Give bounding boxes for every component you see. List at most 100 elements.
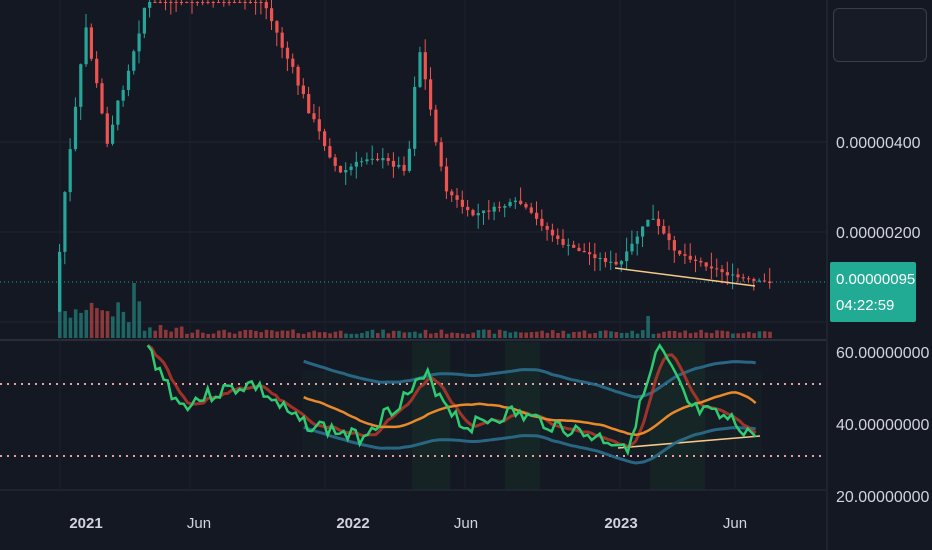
volume-bar [455, 333, 460, 338]
candle-body [397, 164, 401, 167]
volume-bar [328, 333, 332, 338]
time-tick-label: 2023 [604, 515, 637, 532]
volume-bar [376, 333, 380, 338]
volume-bars [58, 258, 772, 338]
candle-body [471, 210, 475, 216]
candle-body [100, 83, 104, 114]
volume-bar [391, 330, 396, 338]
candle-body [312, 113, 316, 120]
candle-body [630, 243, 634, 252]
volume-bar [73, 309, 78, 338]
volume-bar [354, 333, 359, 338]
volume-bar [709, 333, 714, 338]
volume-bar [254, 330, 258, 338]
volume-bar [370, 329, 375, 338]
candle-body [296, 66, 300, 86]
volume-bar [450, 332, 454, 338]
volume-bar [656, 333, 661, 338]
candle-body [264, 2, 268, 9]
volume-bar [291, 329, 295, 338]
volume-bar [725, 331, 730, 338]
price-axis[interactable]: 0.00000400 0.00000200 60.00000000 40.000000… [836, 135, 930, 506]
volume-bar [413, 331, 417, 338]
candle-body [158, 2, 162, 3]
volume-bar [121, 311, 126, 338]
candle-body [121, 90, 125, 101]
volume-bar [179, 326, 184, 338]
volume-bar [360, 332, 364, 338]
volume-bar [762, 331, 767, 338]
candle-body [338, 165, 343, 173]
scale-control-box[interactable] [833, 8, 927, 62]
volume-bar [651, 333, 656, 338]
candle-body [248, 2, 252, 3]
candle-body [455, 195, 459, 200]
candle-body [317, 119, 321, 132]
volume-bar [349, 333, 354, 338]
candle-body [662, 226, 666, 234]
candle-body [625, 251, 629, 262]
volume-bar [280, 330, 285, 338]
candle-body [206, 2, 210, 3]
candle-body [132, 51, 136, 71]
candle-body [529, 207, 533, 213]
time-tick-label: 2022 [336, 515, 369, 532]
candlestick-series [58, 0, 772, 312]
volume-bar [148, 327, 152, 338]
candle-body [646, 219, 650, 227]
volume-bar [312, 330, 316, 338]
volume-bar [646, 316, 650, 338]
candle-body [757, 280, 761, 282]
candle-body [73, 106, 78, 150]
time-tick-label: Jun [454, 515, 478, 532]
volume-bar [174, 327, 179, 338]
rsi-lower-band [303, 425, 756, 465]
candle-body [678, 250, 682, 255]
volume-bar [137, 301, 142, 338]
price-tick-label: 0.00000200 [836, 225, 921, 242]
time-axis[interactable]: 2021 Jun 2022 Jun 2023 Jun [69, 515, 747, 532]
volume-bar [688, 333, 693, 338]
volume-bar [381, 329, 385, 338]
volume-bar [333, 331, 338, 338]
candle-body [79, 64, 83, 107]
candle-body [301, 85, 305, 95]
volume-bar [699, 329, 703, 338]
candle-body [89, 27, 93, 59]
volume-bar [609, 331, 613, 338]
candle-body [370, 158, 374, 160]
volume-bar [344, 333, 348, 338]
volume-bar [190, 332, 195, 338]
candle-body [688, 255, 692, 260]
volume-bar [386, 333, 391, 338]
volume-bar [694, 332, 698, 338]
volume-bar [519, 332, 523, 338]
volume-bar [535, 331, 539, 338]
candle-body [540, 218, 544, 226]
candle-body [217, 2, 221, 3]
candle-body [429, 79, 433, 110]
candle-body [561, 238, 565, 245]
candle-body [524, 204, 528, 208]
candle-body [111, 124, 115, 144]
volume-bar [169, 331, 173, 338]
volume-bar [635, 333, 640, 338]
candle-body [656, 218, 661, 227]
volume-bar [598, 330, 603, 338]
volume-bar [736, 333, 740, 338]
candle-body [307, 94, 311, 114]
rsi-upper-band [303, 359, 756, 399]
candle-body [344, 169, 348, 173]
candle-body [270, 8, 274, 22]
volume-bar [731, 333, 735, 338]
candle-body [704, 262, 708, 267]
rsi-tick-label: 60.00000000 [836, 345, 930, 362]
candle-body [709, 266, 714, 269]
volume-bar [662, 331, 666, 338]
candle-body [164, 2, 168, 3]
candle-body [232, 2, 237, 3]
volume-bar [402, 332, 407, 338]
volume-bar [497, 329, 502, 338]
candle-body [635, 236, 639, 244]
